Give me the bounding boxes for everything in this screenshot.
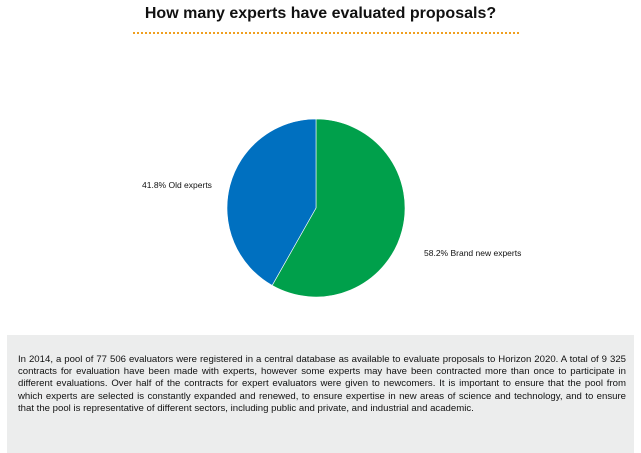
slice-label-old-experts: 41.8% Old experts xyxy=(142,180,212,190)
info-box: In 2014, a pool of 77 506 evaluators wer… xyxy=(7,335,634,453)
pie-slice-brand-new-experts xyxy=(271,118,406,298)
chart-title: How many experts have evaluated proposal… xyxy=(144,5,497,22)
title-divider xyxy=(133,32,519,34)
pie-chart xyxy=(226,118,406,298)
pie-slice-old-experts xyxy=(226,118,317,286)
slice-label-brand-new-experts: 58.2% Brand new experts xyxy=(424,248,522,258)
info-text: In 2014, a pool of 77 506 evaluators wer… xyxy=(18,354,626,414)
